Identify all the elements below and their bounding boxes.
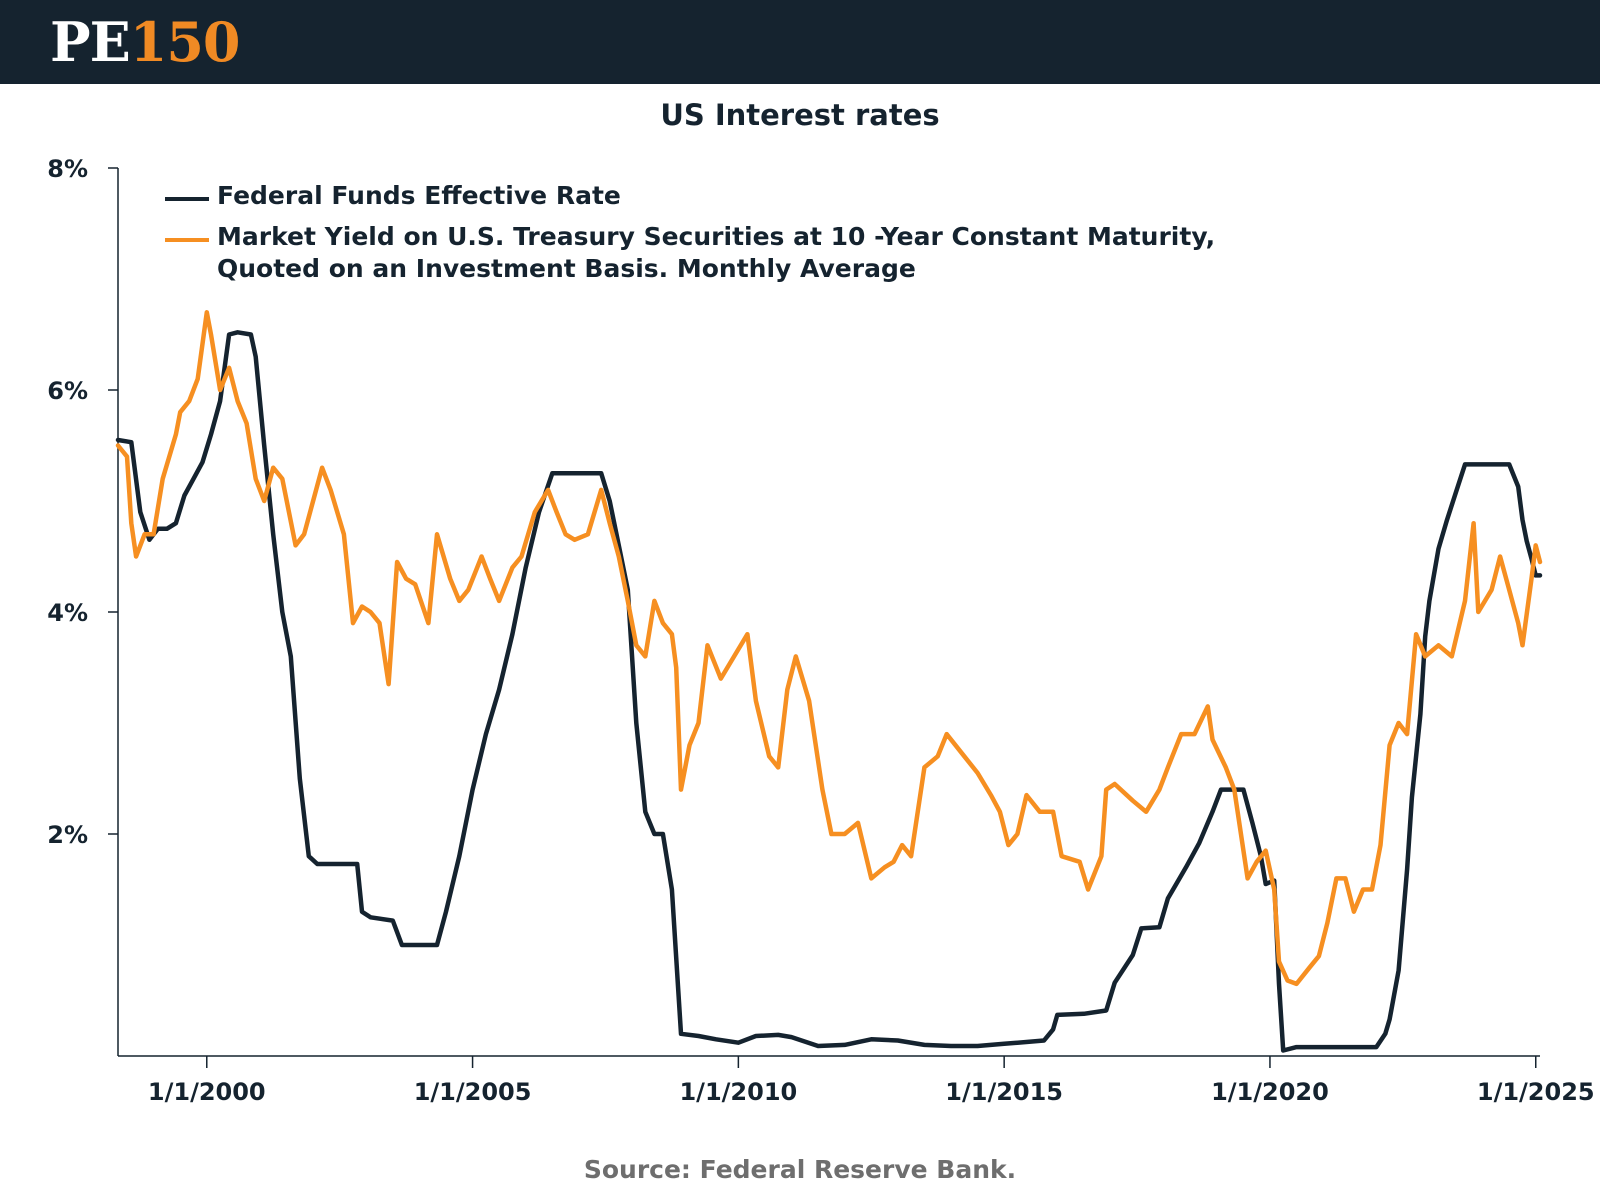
x-tick-label: 1/1/2000 — [148, 1078, 266, 1106]
treasury-10y-line — [115, 310, 1543, 987]
y-tick-label: 6% — [47, 377, 88, 405]
chart-legend: Federal Funds Effective Rate Market Yiel… — [165, 180, 1217, 294]
legend-label-fed-funds: Federal Funds Effective Rate — [217, 181, 621, 210]
legend-item-fed-funds: Federal Funds Effective Rate — [165, 180, 1217, 212]
x-tick-label: 1/1/2025 — [1477, 1078, 1595, 1106]
chart-title: US Interest rates — [660, 98, 940, 132]
x-tick-label: 1/1/2020 — [1211, 1078, 1329, 1106]
header-bar: PE150 — [0, 0, 1600, 84]
legend-label-treasury-10y: Market Yield on U.S. Treasury Securities… — [217, 222, 1216, 283]
x-tick-label: 1/1/2015 — [945, 1078, 1063, 1106]
x-tick-label: 1/1/2005 — [414, 1078, 532, 1106]
fed-funds-line — [115, 330, 1543, 1053]
y-tick-label: 4% — [47, 599, 88, 627]
y-tick-label: 8% — [47, 155, 88, 183]
source-note: Source: Federal Reserve Bank. — [583, 1155, 1017, 1184]
legend-swatch-fed-funds — [165, 197, 209, 201]
y-tick-label: 2% — [47, 821, 88, 849]
logo-pe: PE — [50, 10, 131, 74]
legend-item-treasury-10y: Market Yield on U.S. Treasury Securities… — [165, 221, 1217, 285]
legend-swatch-treasury-10y — [165, 238, 209, 242]
x-tick-label: 1/1/2010 — [679, 1078, 797, 1106]
logo-150: 150 — [129, 10, 241, 74]
pe150-logo: PE150 — [50, 10, 240, 74]
